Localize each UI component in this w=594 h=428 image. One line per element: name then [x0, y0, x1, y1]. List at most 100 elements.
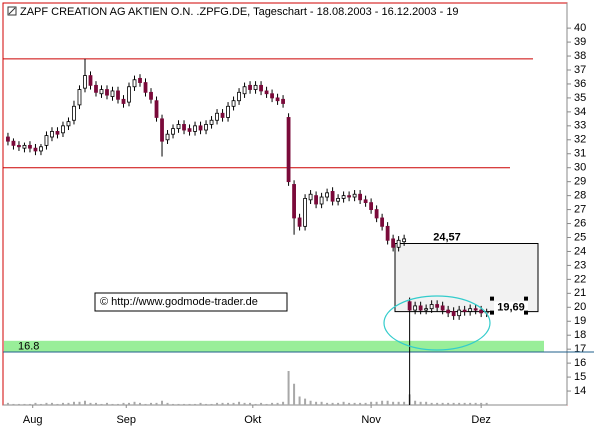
candle-body [374, 209, 379, 219]
volume-bar [144, 403, 147, 405]
volume-bar [155, 402, 158, 405]
y-tick-label: 31 [574, 148, 586, 160]
volume-bar [94, 402, 97, 405]
y-tick-label: 20 [574, 301, 586, 313]
candle-body [325, 192, 329, 198]
volume-bar [293, 383, 296, 405]
volume-bar [34, 402, 37, 405]
volume-bar [177, 403, 180, 405]
y-tick-label: 15 [574, 371, 586, 383]
volume-bar [441, 402, 444, 405]
volume-bar [287, 371, 290, 405]
candle-body [429, 304, 434, 310]
volume-bar [282, 401, 285, 405]
candle-body [176, 124, 181, 130]
y-tick-label: 25 [574, 231, 586, 243]
y-tick-label: 19 [574, 315, 586, 327]
candle-body [440, 305, 445, 311]
candle-body [231, 100, 236, 107]
volume-bar [194, 403, 197, 405]
candle-body [154, 100, 159, 118]
candle-body [303, 198, 307, 227]
candle-body [215, 112, 219, 121]
y-tick-label: 39 [574, 36, 586, 48]
candle-body [297, 217, 302, 227]
candle-body [473, 308, 478, 311]
volume-bar [260, 402, 263, 405]
volume-bar [78, 401, 81, 405]
candle-body [237, 91, 241, 102]
candle-body [6, 136, 10, 142]
candle-body [402, 238, 407, 243]
candle-body [391, 238, 396, 248]
candle-body [292, 184, 296, 219]
volume-bar [172, 403, 175, 405]
candle-body [198, 125, 203, 131]
candle-body [143, 82, 148, 93]
candle-body [319, 196, 324, 205]
volume-bar [67, 402, 70, 405]
candle-body [220, 112, 225, 118]
volume-bar [150, 402, 153, 405]
highlight-ellipse [383, 295, 491, 351]
volume-bar [309, 400, 312, 405]
candle-body [149, 91, 153, 100]
candle-body [435, 304, 440, 308]
candle-body [242, 86, 247, 95]
volume-bar [39, 403, 42, 405]
volume-bar [199, 402, 202, 405]
candle-body [424, 308, 429, 311]
candle-body [446, 309, 451, 314]
candle-body [270, 93, 274, 99]
volume-bar [61, 402, 64, 405]
volume-bar [397, 401, 400, 405]
candle-body [358, 193, 363, 201]
candle-body [451, 311, 456, 317]
volume-bar [89, 402, 92, 405]
candle-body [336, 198, 340, 202]
box-handle [524, 310, 528, 315]
candle-body [187, 128, 192, 132]
candle-body [171, 128, 175, 135]
volume-bar [348, 402, 351, 405]
volume-bar [83, 400, 86, 405]
volume-bar [17, 403, 20, 405]
volume-bar [183, 403, 186, 405]
candle-body [352, 193, 357, 198]
candle-body [407, 301, 412, 311]
candle-body [50, 131, 54, 138]
candle-body [105, 89, 109, 96]
volume-bar [425, 401, 428, 405]
volume-bar [298, 396, 301, 405]
chart-title: ZAPF CREATION AG AKTIEN O.N. .ZPFG.DE, T… [20, 6, 459, 18]
candle-body [22, 144, 27, 149]
volume-bar [216, 402, 219, 405]
volume-bar [375, 401, 378, 405]
candle-body [253, 84, 258, 90]
candle-body [55, 131, 60, 135]
volume-bar [392, 401, 395, 405]
volume-bar [227, 402, 230, 405]
y-tick-label: 17 [574, 343, 586, 355]
volume-bar [265, 403, 268, 405]
y-tick-label: 36 [574, 78, 586, 90]
candle-body [121, 98, 126, 104]
candle-body [138, 77, 142, 83]
volume-bar [474, 402, 477, 405]
volume-bar [122, 402, 125, 405]
volume-bar [45, 402, 48, 405]
candle-body [72, 105, 76, 121]
candle-body [11, 140, 16, 146]
volume-bar [337, 402, 340, 405]
title-icon-line [8, 7, 16, 15]
y-tick-label: 40 [574, 22, 586, 34]
volume-bar [221, 402, 224, 405]
volume-bar [6, 402, 9, 405]
candle-body [396, 239, 401, 248]
volume-bar [485, 402, 488, 405]
candle-body [160, 118, 164, 142]
volume-bar [430, 402, 433, 405]
volume-bar [210, 403, 213, 405]
candle-body [286, 117, 291, 183]
x-tick-label: Dez [471, 414, 491, 426]
